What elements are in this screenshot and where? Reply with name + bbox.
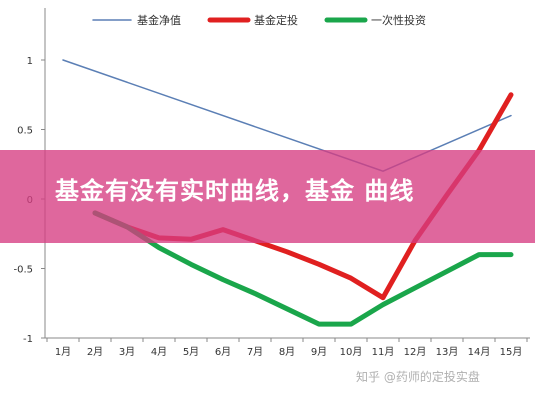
x-tick-label: 13月 bbox=[436, 346, 459, 358]
x-tick-label: 14月 bbox=[468, 346, 491, 358]
x-tick-label: 1月 bbox=[55, 346, 71, 358]
legend-label: 基金定投 bbox=[254, 13, 298, 27]
y-tick-label: 1 bbox=[27, 56, 33, 67]
legend-label: 一次性投资 bbox=[371, 13, 426, 27]
x-tick-label: 15月 bbox=[500, 346, 523, 358]
x-tick-label: 7月 bbox=[247, 346, 263, 358]
y-tick-label: -1 bbox=[23, 334, 33, 345]
x-tick-label: 11月 bbox=[372, 346, 395, 358]
y-tick-label: -0.5 bbox=[13, 265, 33, 276]
x-tick-label: 10月 bbox=[340, 346, 363, 358]
series-line bbox=[92, 210, 514, 327]
x-tick-label: 4月 bbox=[151, 346, 167, 358]
legend-label: 基金净值 bbox=[137, 13, 181, 27]
x-tick-label: 5月 bbox=[183, 346, 199, 358]
watermark-text: 知乎 @药师的定投实盘 bbox=[356, 370, 480, 384]
x-tick-label: 8月 bbox=[279, 346, 295, 358]
title-banner bbox=[0, 150, 535, 243]
x-tick-label: 12月 bbox=[404, 346, 427, 358]
legend: 基金净值 基金定投 一次性投资 bbox=[92, 13, 426, 27]
y-tick-label: 0.5 bbox=[17, 126, 33, 137]
x-tick-label: 3月 bbox=[119, 346, 135, 358]
x-tick-label: 2月 bbox=[87, 346, 103, 358]
x-tick-label: 9月 bbox=[311, 346, 327, 358]
banner-title: 基金有没有实时曲线，基金 曲线 bbox=[55, 177, 415, 205]
x-tick-label: 6月 bbox=[215, 346, 231, 358]
